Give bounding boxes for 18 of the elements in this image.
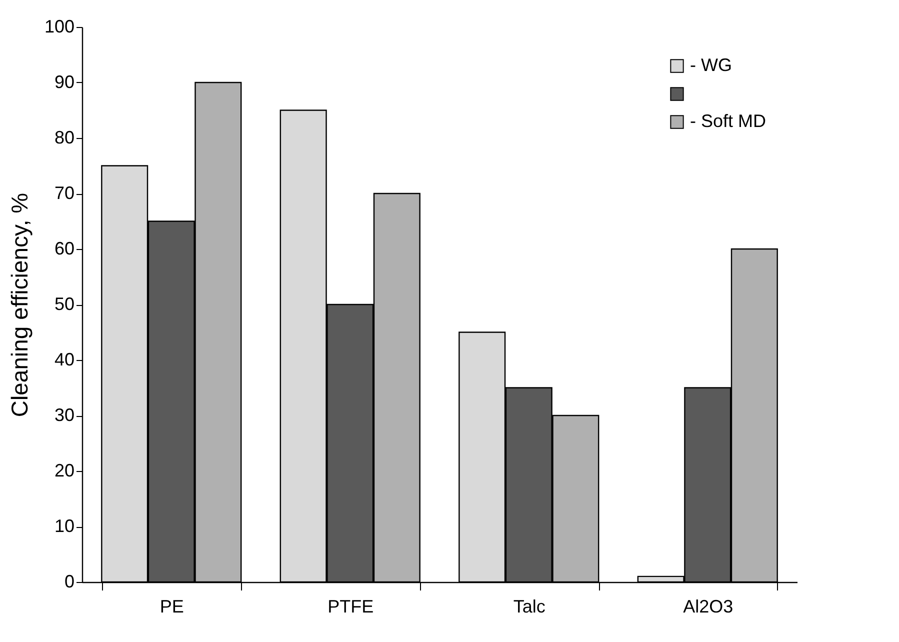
y-tick-label: 100 bbox=[44, 16, 74, 36]
legend-label: - Soft MD bbox=[690, 111, 766, 131]
y-tick-label: 50 bbox=[54, 294, 74, 314]
y-tick-label: 0 bbox=[64, 572, 74, 592]
y-tick-label: 80 bbox=[54, 128, 74, 148]
legend-label: - WG bbox=[690, 55, 732, 75]
y-tick-label: 30 bbox=[54, 405, 74, 425]
x-tick-label: PTFE bbox=[328, 596, 374, 616]
y-axis-title: Cleaning efficiency, % bbox=[6, 192, 32, 418]
y-tick-label: 60 bbox=[54, 238, 74, 258]
y-tick-label: 90 bbox=[54, 72, 74, 92]
x-tick-label: PE bbox=[160, 596, 184, 616]
y-tick-label: 10 bbox=[54, 516, 74, 536]
y-tick-label: 70 bbox=[54, 183, 74, 203]
x-tick-label: Talc bbox=[513, 596, 546, 616]
y-tick-label: 40 bbox=[54, 350, 74, 370]
x-tick-label: Al2O3 bbox=[683, 596, 734, 616]
y-tick-label: 20 bbox=[54, 460, 74, 480]
